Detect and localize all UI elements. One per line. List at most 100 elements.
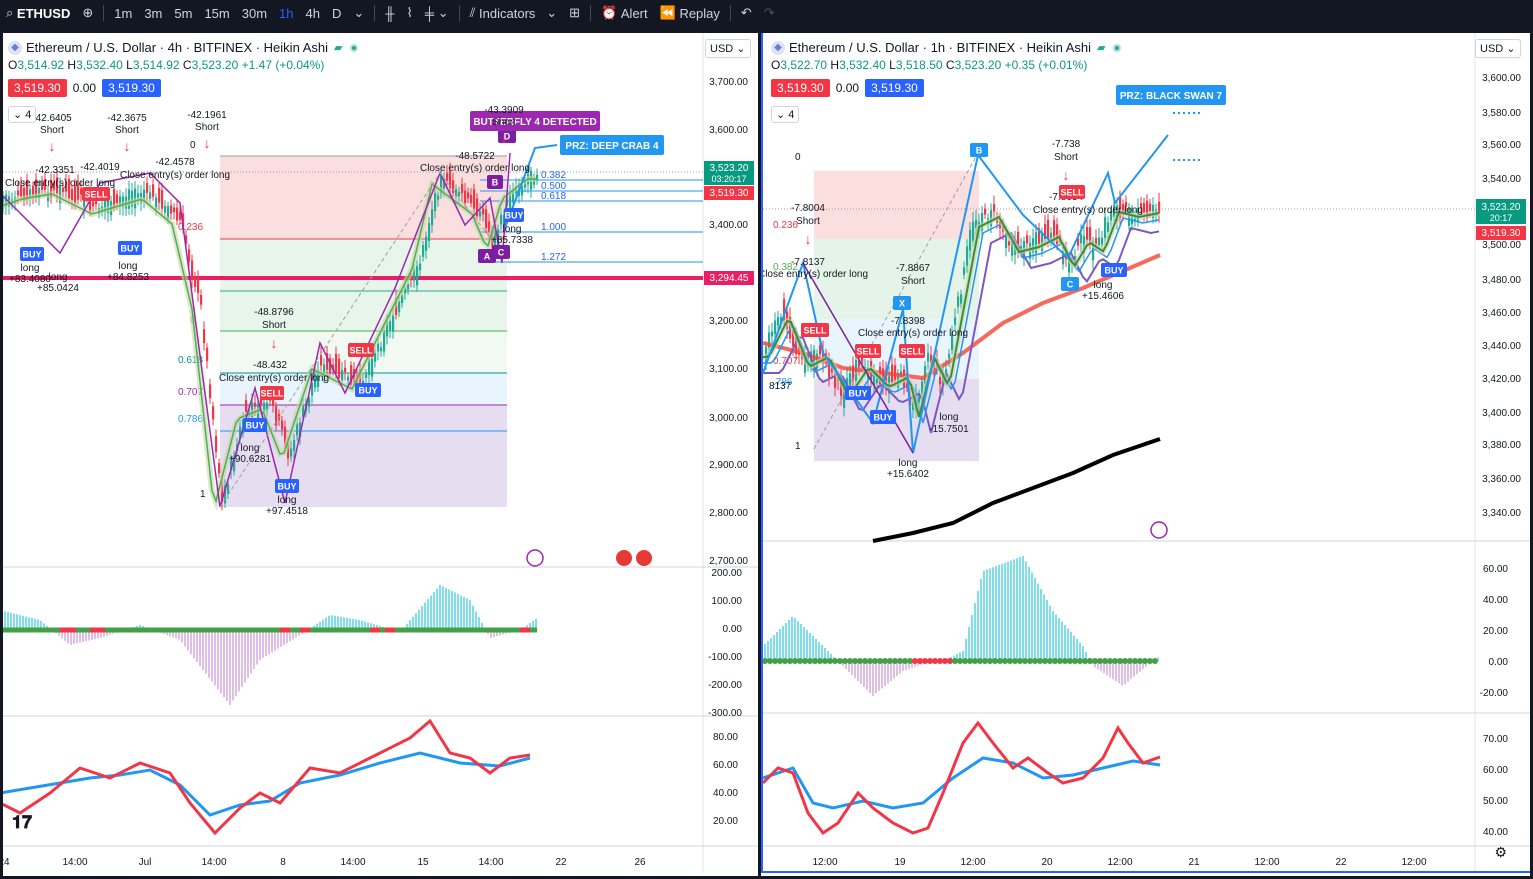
short-label: Short	[262, 320, 286, 331]
macd-axis-label: -200.00	[708, 680, 742, 691]
time-axis-label: 12:00	[812, 857, 837, 868]
price-axis-label: 2,700.00	[709, 556, 748, 567]
chart-pane-4h[interactable]: 0 0.236 0 0.618 0.707 0.786 1 0.382 0.500 0.618 1.…	[0, 33, 758, 873]
support-price-tag: 3,294.45	[710, 273, 749, 284]
buy-price-button[interactable]: 3,519.30	[102, 79, 161, 97]
interval-1h[interactable]: 1h	[279, 5, 294, 21]
currency-select[interactable]: USD ⌄	[705, 39, 751, 58]
pane-divider[interactable]	[758, 26, 761, 879]
point-D: D	[504, 132, 511, 142]
divider	[103, 5, 105, 21]
line-type-button[interactable]: ⌇	[401, 0, 419, 26]
alert-button[interactable]: ⏰ Alert	[595, 0, 654, 26]
symbol-search[interactable]: ⌕ ETHUSD	[0, 0, 76, 26]
chart-canvas-4h[interactable]: 00.23600.6180.7070.78610.3820.5000.6181.…	[0, 33, 758, 873]
butterfly-badge-bg	[470, 111, 600, 131]
rsi-axis-label: 50.00	[1483, 796, 1508, 807]
macd-cross-dot	[1062, 658, 1068, 664]
candle	[83, 192, 86, 211]
time-axis-label: 14:00	[201, 857, 226, 868]
buy-badge-bg	[504, 208, 524, 222]
candle	[930, 354, 933, 363]
harmonic-pattern	[763, 134, 1169, 454]
macd-cross-dot	[1057, 658, 1063, 664]
macd-cross-dot	[1107, 658, 1113, 664]
interval-4h[interactable]: 4h	[305, 5, 320, 21]
rsi-axis-label: 80.00	[713, 732, 738, 743]
buy-price-button[interactable]: 3,519.30	[865, 79, 924, 97]
candle	[969, 229, 972, 251]
candle	[509, 192, 512, 209]
chart-type-button[interactable]: ╪ ⌄	[419, 0, 455, 26]
currency-select[interactable]: USD ⌄	[1475, 39, 1521, 58]
legend-collapse-button[interactable]: ⌄ 4	[8, 106, 37, 123]
candle	[308, 397, 311, 407]
candle	[137, 193, 140, 199]
change-value: +0.35 (+0.01%)	[1004, 58, 1088, 72]
settings-icon[interactable]: ⚙	[1494, 844, 1507, 860]
candle	[1035, 232, 1038, 254]
candle	[65, 181, 68, 192]
candle	[335, 353, 338, 374]
sell-badge: SELL	[803, 326, 827, 336]
interval-5m[interactable]: 5m	[174, 5, 193, 21]
candle	[488, 221, 491, 233]
candles-type-button[interactable]: ╫	[379, 0, 400, 26]
legend-title-row[interactable]: ◆ Ethereum / U.S. Dollar · 4h · BITFINEX…	[8, 40, 359, 55]
point-A-bg	[478, 249, 496, 263]
candle	[461, 183, 464, 193]
long-label: long	[119, 261, 138, 272]
candle	[53, 181, 56, 190]
undo-button[interactable]: ↶	[735, 0, 758, 26]
macd-cross-dot	[897, 658, 903, 664]
sell-price-button[interactable]: 3,519.30	[771, 79, 830, 97]
prz-swan-badge: PRZ: BLACK SWAN 7	[1120, 91, 1223, 102]
candle	[521, 184, 524, 196]
fib-label-1: 1	[795, 441, 801, 452]
sell-badge-bg	[899, 344, 925, 358]
fib-label-0236: 0.236	[178, 222, 203, 233]
market-open-icon	[1113, 43, 1122, 52]
interval-3m[interactable]: 3m	[144, 5, 163, 21]
price-axis-label: 3,500.00	[1482, 240, 1521, 251]
replay-button[interactable]: ⏪ Replay	[654, 0, 726, 26]
candle	[975, 220, 978, 229]
candle	[834, 372, 837, 388]
compare-button[interactable]: ⊕	[76, 0, 99, 26]
legend-title-row[interactable]: ◆ Ethereum / U.S. Dollar · 1h · BITFINEX…	[771, 40, 1122, 55]
candle	[828, 358, 831, 378]
candle	[389, 321, 392, 331]
candle	[467, 192, 470, 199]
candle	[966, 246, 969, 266]
time-axis-label: Jul	[139, 857, 152, 868]
macd-cross-dot	[1002, 658, 1008, 664]
chart-title: Ethereum / U.S. Dollar · 1h · BITFINEX ·…	[789, 40, 1091, 55]
sell-price-button[interactable]: 3,519.30	[8, 79, 67, 97]
legend-collapse-button[interactable]: ⌄ 4	[771, 106, 800, 123]
flag-icon: ▰	[1096, 42, 1106, 54]
candle	[1104, 217, 1107, 239]
candle	[1050, 232, 1053, 240]
rsi-signal-line	[763, 756, 1161, 810]
interval-1m[interactable]: 1m	[114, 5, 133, 21]
interval-D[interactable]: D	[331, 5, 342, 21]
interval-dropdown[interactable]: ⌄	[347, 0, 370, 26]
ethereum-icon: ◆	[8, 40, 22, 55]
interval-15m[interactable]: 15m	[204, 5, 230, 21]
redo-button[interactable]: ↷	[758, 0, 781, 26]
macd-cross-dot	[812, 658, 818, 664]
strategy-pnl-label: -48.432	[253, 360, 287, 371]
candle	[317, 370, 320, 387]
bid-price-tag-bg	[704, 186, 754, 200]
candle	[191, 260, 194, 280]
candle	[17, 190, 20, 196]
indicators-button[interactable]: ⫽ Indicators ⌄	[464, 0, 564, 26]
candle	[440, 174, 443, 195]
macd-cross-dot	[1072, 658, 1078, 664]
candle	[849, 373, 852, 394]
templates-button[interactable]: ⊞	[563, 0, 586, 26]
interval-30m[interactable]: 30m	[241, 5, 268, 21]
short-arrow-icon: ↓	[1063, 167, 1070, 183]
